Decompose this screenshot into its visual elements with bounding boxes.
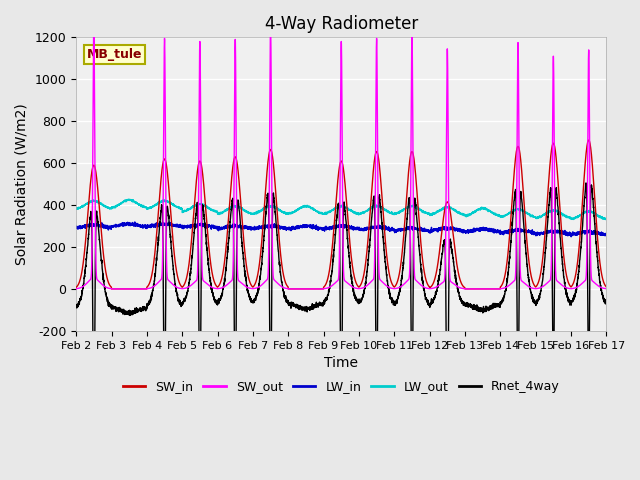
Title: 4-Way Radiometer: 4-Way Radiometer [264, 15, 418, 33]
X-axis label: Time: Time [324, 356, 358, 370]
Text: MB_tule: MB_tule [87, 48, 142, 61]
Y-axis label: Solar Radiation (W/m2): Solar Radiation (W/m2) [15, 103, 29, 265]
Legend: SW_in, SW_out, LW_in, LW_out, Rnet_4way: SW_in, SW_out, LW_in, LW_out, Rnet_4way [118, 375, 564, 398]
